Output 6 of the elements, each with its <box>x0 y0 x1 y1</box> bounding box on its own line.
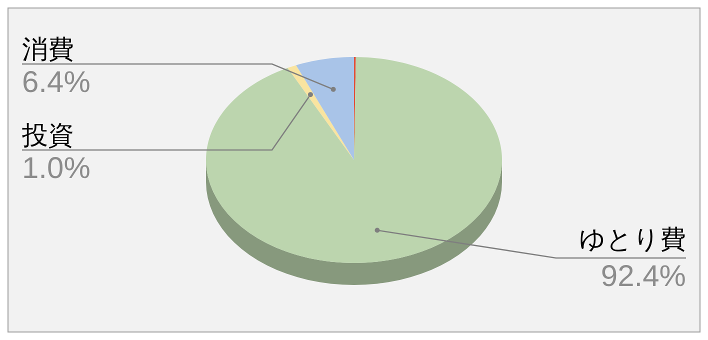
data-label: 92.4% <box>600 260 686 293</box>
slice-label: ゆとり費 <box>579 225 686 255</box>
slice-label: 消費 <box>22 35 74 65</box>
slice-label: 投資 <box>21 121 74 151</box>
data-label: 1.0% <box>22 152 90 185</box>
data-label: 6.4% <box>22 66 90 99</box>
